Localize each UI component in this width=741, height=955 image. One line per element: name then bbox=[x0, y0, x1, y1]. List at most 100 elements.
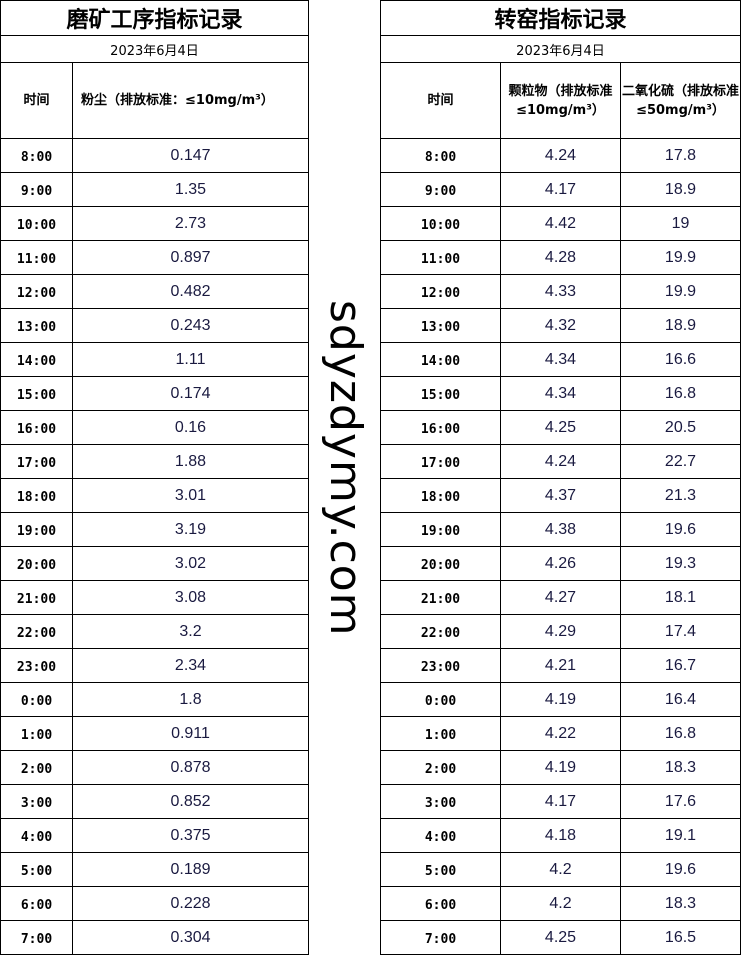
time-cell: 18:00 bbox=[0, 478, 73, 513]
table-row: 21:00 4.27 18.1 bbox=[380, 580, 741, 615]
time-cell: 9:00 bbox=[0, 172, 73, 207]
value-cell: 4.22 bbox=[500, 716, 621, 751]
value-cell: 2.34 bbox=[72, 648, 309, 683]
time-cell: 6:00 bbox=[380, 886, 501, 921]
value-cell: 4.17 bbox=[500, 172, 621, 207]
table-row: 12:00 0.482 bbox=[0, 274, 309, 309]
table-row: 20:00 3.02 bbox=[0, 546, 309, 581]
value-cell: 16.6 bbox=[620, 342, 741, 377]
value-cell: 0.243 bbox=[72, 308, 309, 343]
value-cell: 3.02 bbox=[72, 546, 309, 581]
table-row: 0:00 4.19 16.4 bbox=[380, 682, 741, 717]
value-cell: 19.9 bbox=[620, 274, 741, 309]
grinding-record-table: 磨矿工序指标记录 2023年6月4日 时间 粉尘（排放标准：≤10mg/m³） 8… bbox=[0, 0, 309, 955]
value-cell: 16.8 bbox=[620, 376, 741, 411]
table-row: 1:00 4.22 16.8 bbox=[380, 716, 741, 751]
value-cell: 0.147 bbox=[72, 138, 309, 173]
value-cell: 1.8 bbox=[72, 682, 309, 717]
table-row: 10:00 2.73 bbox=[0, 206, 309, 241]
value-cell: 4.24 bbox=[500, 138, 621, 173]
time-cell: 19:00 bbox=[0, 512, 73, 547]
table-row: 9:00 4.17 18.9 bbox=[380, 172, 741, 207]
value-cell: 4.17 bbox=[500, 784, 621, 819]
value-cell: 1.35 bbox=[72, 172, 309, 207]
value-cell: 4.34 bbox=[500, 342, 621, 377]
time-cell: 10:00 bbox=[380, 206, 501, 241]
table-row: 10:00 4.42 19 bbox=[380, 206, 741, 241]
table-row: 23:00 2.34 bbox=[0, 648, 309, 683]
time-cell: 4:00 bbox=[380, 818, 501, 853]
time-cell: 18:00 bbox=[380, 478, 501, 513]
time-cell: 2:00 bbox=[0, 750, 73, 785]
table-row: 22:00 4.29 17.4 bbox=[380, 614, 741, 649]
value-cell: 4.28 bbox=[500, 240, 621, 275]
table-row: 15:00 0.174 bbox=[0, 376, 309, 411]
time-cell: 3:00 bbox=[380, 784, 501, 819]
value-cell: 3.01 bbox=[72, 478, 309, 513]
time-cell: 6:00 bbox=[0, 886, 73, 921]
value-cell: 19.9 bbox=[620, 240, 741, 275]
table-row: 8:00 0.147 bbox=[0, 138, 309, 173]
value-cell: 19 bbox=[620, 206, 741, 241]
value-cell: 4.26 bbox=[500, 546, 621, 581]
table-row: 12:00 4.33 19.9 bbox=[380, 274, 741, 309]
time-cell: 9:00 bbox=[380, 172, 501, 207]
value-cell: 4.25 bbox=[500, 410, 621, 445]
table-row: 20:00 4.26 19.3 bbox=[380, 546, 741, 581]
value-cell: 18.3 bbox=[620, 886, 741, 921]
table-row: 19:00 3.19 bbox=[0, 512, 309, 547]
value-cell: 19.3 bbox=[620, 546, 741, 581]
time-cell: 15:00 bbox=[0, 376, 73, 411]
time-cell: 16:00 bbox=[380, 410, 501, 445]
value-cell: 16.5 bbox=[620, 920, 741, 955]
table-row: 11:00 0.897 bbox=[0, 240, 309, 275]
value-cell: 4.29 bbox=[500, 614, 621, 649]
table-row: 23:00 4.21 16.7 bbox=[380, 648, 741, 683]
time-cell: 23:00 bbox=[380, 648, 501, 683]
table-row: 8:00 4.24 17.8 bbox=[380, 138, 741, 173]
table-row: 7:00 0.304 bbox=[0, 920, 309, 955]
value-cell: 16.4 bbox=[620, 682, 741, 717]
table-row: 2:00 4.19 18.3 bbox=[380, 750, 741, 785]
table-row: 17:00 1.88 bbox=[0, 444, 309, 479]
header-so2: 二氧化硫（排放标准≤50mg/m³） bbox=[620, 62, 741, 139]
value-cell: 0.16 bbox=[72, 410, 309, 445]
value-cell: 3.2 bbox=[72, 614, 309, 649]
value-cell: 4.27 bbox=[500, 580, 621, 615]
time-cell: 20:00 bbox=[0, 546, 73, 581]
value-cell: 1.88 bbox=[72, 444, 309, 479]
value-cell: 19.1 bbox=[620, 818, 741, 853]
value-cell: 18.9 bbox=[620, 172, 741, 207]
time-cell: 8:00 bbox=[380, 138, 501, 173]
time-cell: 1:00 bbox=[380, 716, 501, 751]
time-cell: 22:00 bbox=[0, 614, 73, 649]
table-row: 22:00 3.2 bbox=[0, 614, 309, 649]
time-cell: 8:00 bbox=[0, 138, 73, 173]
table-row: 3:00 4.17 17.6 bbox=[380, 784, 741, 819]
table-date: 2023年6月4日 bbox=[0, 35, 309, 63]
table-row: 19:00 4.38 19.6 bbox=[380, 512, 741, 547]
value-cell: 4.32 bbox=[500, 308, 621, 343]
value-cell: 3.19 bbox=[72, 512, 309, 547]
value-cell: 4.37 bbox=[500, 478, 621, 513]
table-date: 2023年6月4日 bbox=[380, 35, 741, 63]
header-time: 时间 bbox=[380, 62, 501, 139]
time-cell: 15:00 bbox=[380, 376, 501, 411]
value-cell: 0.482 bbox=[72, 274, 309, 309]
value-cell: 17.4 bbox=[620, 614, 741, 649]
table-row: 11:00 4.28 19.9 bbox=[380, 240, 741, 275]
time-cell: 13:00 bbox=[380, 308, 501, 343]
time-cell: 7:00 bbox=[380, 920, 501, 955]
time-cell: 21:00 bbox=[380, 580, 501, 615]
header-time: 时间 bbox=[0, 62, 73, 139]
time-cell: 11:00 bbox=[0, 240, 73, 275]
table-row: 2:00 0.878 bbox=[0, 750, 309, 785]
value-cell: 0.304 bbox=[72, 920, 309, 955]
value-cell: 4.19 bbox=[500, 750, 621, 785]
time-cell: 20:00 bbox=[380, 546, 501, 581]
value-cell: 0.375 bbox=[72, 818, 309, 853]
value-cell: 0.878 bbox=[72, 750, 309, 785]
time-cell: 22:00 bbox=[380, 614, 501, 649]
value-cell: 0.174 bbox=[72, 376, 309, 411]
time-cell: 13:00 bbox=[0, 308, 73, 343]
